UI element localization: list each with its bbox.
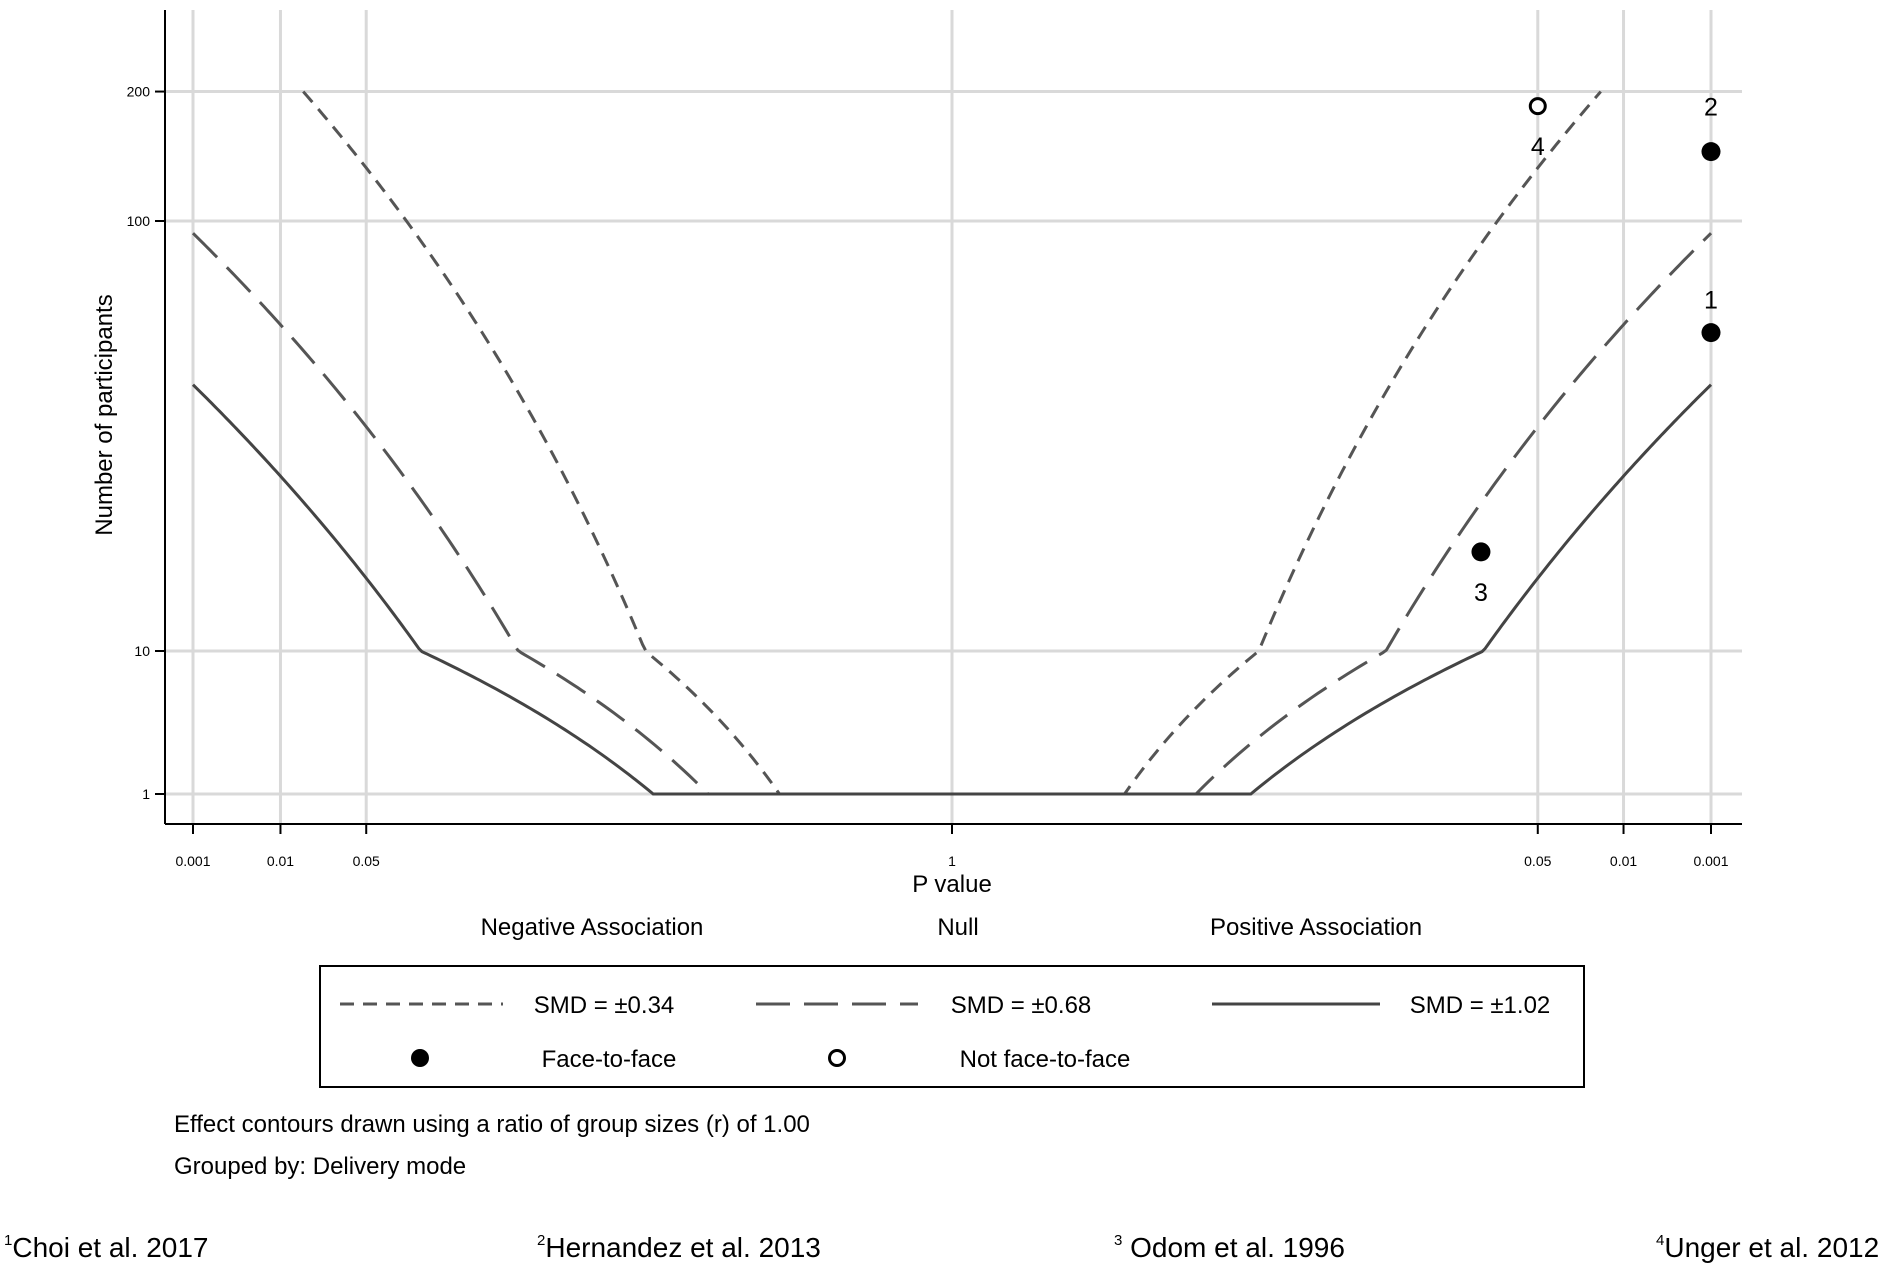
grid-lines: [165, 10, 1742, 824]
citation-2-number: 2: [537, 1232, 546, 1249]
y-axis-title: Number of participants: [91, 294, 118, 535]
legend-label-face-to-face: Face-to-face: [542, 1046, 677, 1073]
citation-3: 3 Odom et al. 1996: [1114, 1232, 1345, 1264]
y-tick-label: 200: [127, 84, 151, 100]
study-point-label: 4: [1531, 133, 1545, 161]
y-tick-label: 1: [142, 786, 150, 802]
citation-3-text: Odom et al. 1996: [1122, 1232, 1345, 1263]
x-tick-label: 0.001: [1693, 853, 1728, 869]
citation-1: 1Choi et al. 2017: [4, 1232, 208, 1264]
citation-4-text: Unger et al. 2012: [1664, 1232, 1880, 1263]
x-tick-label: 0.001: [175, 853, 210, 869]
study-points: 1 2 3 4: [1471, 94, 1721, 607]
study-point-label: 3: [1474, 579, 1488, 607]
study-point-face-to-face: [1701, 323, 1721, 343]
x-tick-label: 0.01: [267, 853, 294, 869]
legend-marker-face-to-face: [411, 1049, 429, 1067]
note-contour-ratio: Effect contours drawn using a ratio of g…: [174, 1111, 810, 1138]
legend-label-smd-068: SMD = ±0.68: [951, 992, 1092, 1019]
albatross-plot: 1 10 100 200 0.001 0.01 0.05 1 0.05 0.01 0.001 1 2…: [91, 10, 1742, 1088]
legend-label-not-face-to-face: Not face-to-face: [960, 1046, 1131, 1073]
x-tick-label: 1: [948, 853, 956, 869]
legend-label-smd-034: SMD = ±0.34: [534, 992, 675, 1019]
x-ticks: 0.001 0.01 0.05 1 0.05 0.01 0.001: [175, 824, 1729, 869]
x-tick-label: 0.01: [1610, 853, 1637, 869]
legend: SMD = ±0.34 SMD = ±0.68 SMD = ±1.02 Face…: [319, 965, 1585, 1088]
legend-label-smd-102: SMD = ±1.02: [1410, 992, 1551, 1019]
x-axis-title: P value: [912, 871, 992, 898]
legend-marker-not-face-to-face: [828, 1049, 846, 1067]
y-tick-label: 100: [127, 213, 151, 229]
study-point-face-to-face: [1701, 142, 1721, 162]
legend-box: [319, 965, 1585, 1088]
x-tick-label: 0.05: [353, 853, 380, 869]
x-tick-label: 0.05: [1524, 853, 1551, 869]
region-label-null: Null: [937, 914, 978, 941]
citation-4: 4Unger et al. 2012: [1656, 1232, 1879, 1264]
citation-2: 2Hernandez et al. 2013: [537, 1232, 821, 1264]
y-tick-label: 10: [134, 643, 150, 659]
y-ticks: 1 10 100 200: [127, 84, 165, 802]
note-grouping: Grouped by: Delivery mode: [174, 1153, 467, 1180]
effect-contours: [191, 90, 1713, 796]
citation-1-number: 1: [4, 1232, 13, 1249]
citation-2-text: Hernandez et al. 2013: [545, 1232, 821, 1263]
citation-1-text: Choi et al. 2017: [12, 1232, 209, 1263]
study-point-face-to-face: [1471, 542, 1491, 562]
citation-3-number: 3: [1114, 1232, 1123, 1249]
region-label-positive: Positive Association: [1210, 914, 1422, 941]
axes: [164, 10, 1742, 825]
study-point-not-face-to-face: [1528, 97, 1547, 116]
contour-line: [191, 383, 1713, 796]
citation-4-number: 4: [1656, 1232, 1665, 1249]
study-point-label: 1: [1704, 287, 1718, 315]
study-point-label: 2: [1704, 94, 1718, 122]
region-label-negative: Negative Association: [481, 914, 704, 941]
